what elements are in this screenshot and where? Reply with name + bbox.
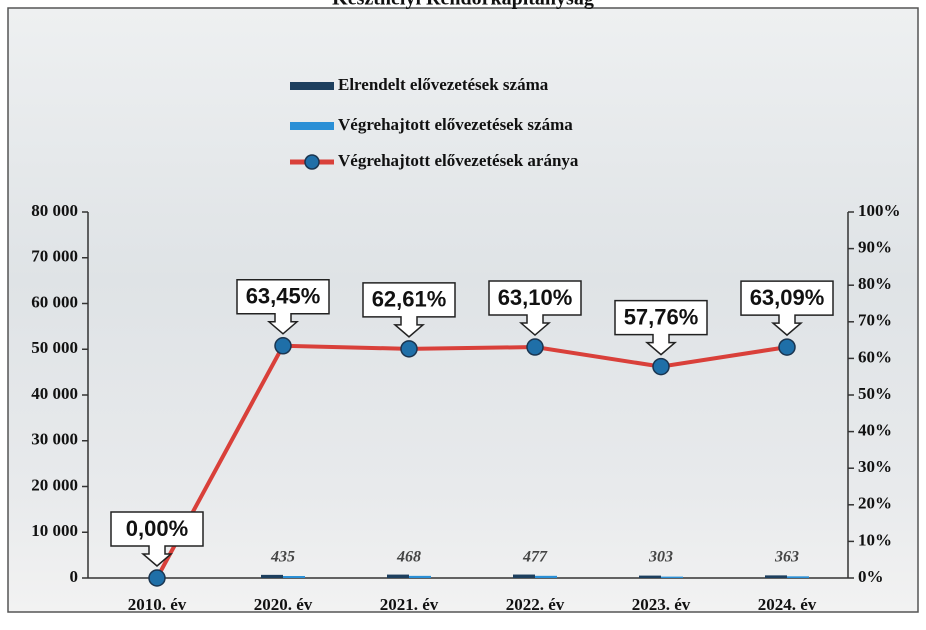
legend-swatch: [290, 122, 334, 130]
bar: [387, 575, 409, 578]
legend-label: Végrehajtott elővezetések aránya: [338, 151, 579, 170]
ratio-marker: [275, 338, 291, 354]
ratio-marker: [401, 341, 417, 357]
ratio-label: 0,00%: [126, 516, 188, 541]
x-tick-label: 2022. év: [506, 595, 565, 614]
bar-value-label: 477: [522, 549, 548, 566]
bar-value-label: 468: [396, 549, 421, 566]
bar: [535, 576, 557, 578]
chart: Keszthelyi Rendőrkapitányság 0 10 000 20 0…: [0, 0, 926, 625]
bar: [765, 575, 787, 578]
y-tick-label: 0: [70, 567, 79, 586]
page: Keszthelyi Rendőrkapitányság 0 10 000 20 0…: [0, 0, 926, 625]
y2-tick-label: 100%: [858, 201, 901, 220]
y2-tick-label: 60%: [858, 347, 892, 366]
legend-label: Végrehajtott elővezetések száma: [338, 115, 573, 134]
ratio-label: 57,76%: [624, 304, 699, 329]
y-tick-label: 70 000: [31, 247, 78, 266]
y2-tick-label: 40%: [858, 421, 892, 440]
legend-label: Elrendelt elővezetések száma: [338, 75, 549, 94]
bar-value-label: 435: [270, 549, 295, 566]
x-tick-label: 2020. év: [254, 595, 313, 614]
legend-marker: [305, 155, 319, 169]
y2-tick-label: 80%: [858, 274, 892, 293]
y2-tick-label: 10%: [858, 530, 892, 549]
ratio-label: 63,09%: [750, 285, 825, 310]
y2-tick-label: 30%: [858, 457, 892, 476]
bar: [513, 575, 535, 578]
y2-tick-label: 50%: [858, 384, 892, 403]
y-tick-label: 20 000: [31, 475, 78, 494]
ratio-label: 63,10%: [498, 285, 573, 310]
y-tick-label: 40 000: [31, 384, 78, 403]
y-tick-label: 30 000: [31, 430, 78, 449]
y-tick-label: 80 000: [31, 201, 78, 220]
y-tick-label: 10 000: [31, 521, 78, 540]
bar: [283, 576, 305, 578]
y2-tick-label: 70%: [858, 311, 892, 330]
x-tick-label: 2021. év: [380, 595, 439, 614]
x-tick-label: 2010. év: [128, 595, 187, 614]
y2-tick-label: 20%: [858, 494, 892, 513]
ratio-marker: [527, 339, 543, 355]
ratio-marker: [149, 570, 165, 586]
bar: [661, 577, 683, 578]
y2-tick-label: 90%: [858, 238, 892, 257]
bar: [787, 576, 809, 578]
chart-title: Keszthelyi Rendőrkapitányság: [332, 0, 594, 10]
bar: [639, 576, 661, 578]
bar-value-label: 363: [774, 549, 799, 566]
y-tick-label: 50 000: [31, 338, 78, 357]
ratio-marker: [653, 359, 669, 375]
x-tick-label: 2024. év: [758, 595, 817, 614]
y-tick-label: 60 000: [31, 292, 78, 311]
bar: [261, 575, 283, 578]
bar-value-label: 303: [648, 549, 673, 566]
ratio-label: 63,45%: [246, 284, 321, 309]
legend-swatch: [290, 82, 334, 90]
ratio-marker: [779, 339, 795, 355]
bar: [409, 576, 431, 578]
x-tick-label: 2023. év: [632, 595, 691, 614]
ratio-label: 62,61%: [372, 287, 447, 312]
y2-tick-label: 0%: [858, 567, 884, 586]
